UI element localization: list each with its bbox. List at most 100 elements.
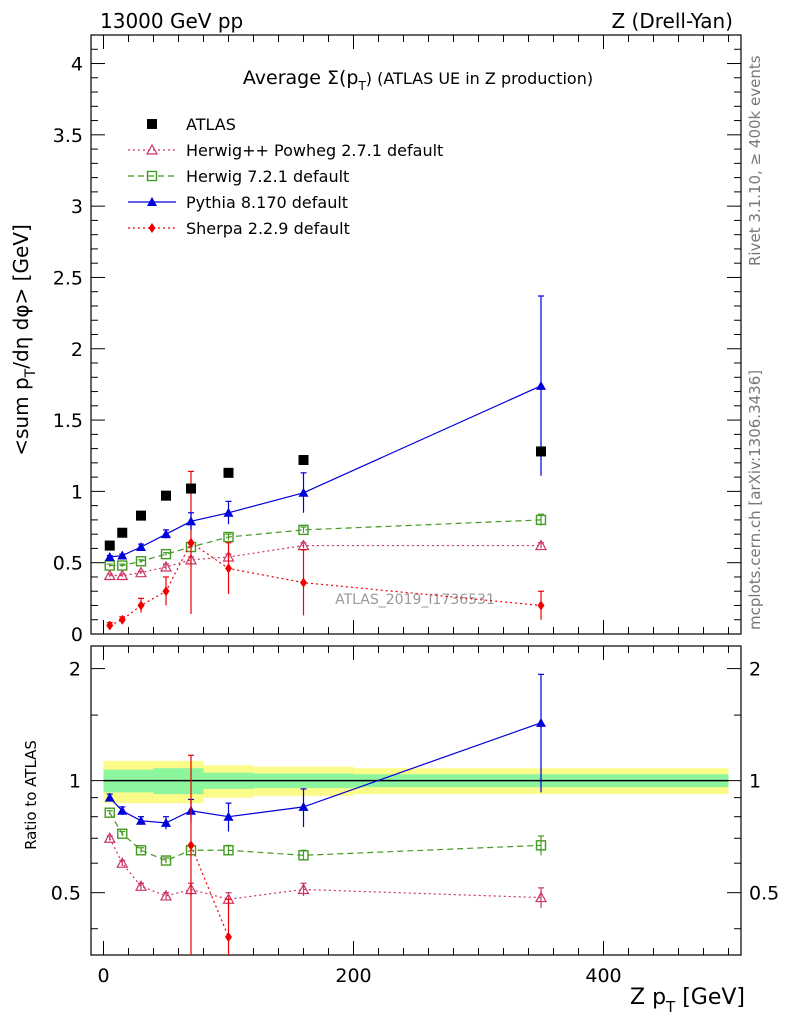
main-square-filled-point (536, 446, 546, 457)
main-square-open-point (223, 531, 234, 543)
main-square-open-point (135, 556, 147, 567)
ratio-triangle-filled-point (298, 801, 309, 811)
ratio-y-tick-label-right: 2 (749, 659, 761, 681)
legend-marker (147, 197, 157, 206)
rivet-label: Rivet 3.1.10, ≥ 400k events (746, 55, 764, 266)
main-square-filled-point (186, 483, 196, 494)
ratio-y-tick-label: 2 (69, 659, 81, 681)
process-label: Z (Drell-Yan) (611, 9, 733, 33)
ratio-square-open-point (535, 840, 547, 851)
ratio-triangle-open-line (109, 838, 542, 900)
y-tick-label: 0.5 (53, 553, 83, 575)
x-tick-label: 200 (335, 965, 371, 987)
ratio-square-open-line (109, 812, 542, 862)
ratio-diamond-filled-line (190, 845, 230, 938)
main-square-filled-point (117, 527, 128, 538)
main-square-open-point (160, 548, 172, 560)
analysis-watermark: ATLAS_2019_I1736531 (335, 592, 495, 608)
main-triangle-filled-point (298, 487, 309, 497)
main-triangle-filled-line (109, 385, 542, 558)
main-triangle-filled-point (136, 542, 146, 552)
main-square-open-point (104, 560, 115, 571)
main-square-filled-point (223, 467, 234, 478)
ratio-y-tick-label-right: 0.5 (749, 883, 779, 905)
main-triangle-open-point (534, 539, 548, 551)
main-diamond-filled-point (187, 537, 195, 548)
legend-marker (145, 143, 159, 155)
ratio-triangle-filled-point (117, 805, 128, 815)
main-square-filled-point (298, 455, 309, 466)
main-triangle-filled-point (186, 516, 196, 526)
ratio-triangle-filled-point (223, 811, 234, 821)
ratio-square-open-point (135, 845, 147, 856)
ratio-y-tick-label: 0.5 (51, 883, 81, 905)
legend-marker (146, 170, 158, 182)
y-tick-label: 0 (71, 624, 83, 646)
main-square-open-point (298, 524, 309, 536)
main-diamond-filled-point (225, 563, 232, 574)
main-diamond-filled-point (137, 600, 145, 611)
main-diamond-filled-point (162, 586, 170, 597)
legend: ATLAS Herwig++ Powheg 2.7.1 default Herwig… (128, 115, 443, 238)
main-square-open-line (109, 519, 542, 567)
main-diamond-filled-point (300, 577, 307, 588)
ratio-square-open-point (298, 850, 309, 861)
mcplots-label: mcplots.cern.ch [arXiv:1306.3436] (746, 370, 764, 630)
ratio-diamond-filled-point (187, 840, 195, 851)
ratio-frame (90, 645, 742, 956)
main-triangle-filled-point (161, 529, 171, 539)
legend-label: Herwig++ Powheg 2.7.1 default (186, 141, 443, 160)
main-diamond-filled-point (537, 600, 545, 611)
y-tick-label: 2 (71, 339, 83, 361)
main-diamond-filled-point (118, 614, 126, 625)
ratio-triangle-open-point (534, 891, 548, 903)
legend-marker (148, 223, 156, 233)
legend-label: Pythia 8.170 default (186, 193, 348, 212)
x-tick-label: 0 (97, 965, 109, 987)
main-diamond-filled-point (106, 620, 114, 631)
ratio-square-open-point (160, 855, 172, 866)
ratio-triangle-open-point (134, 880, 148, 891)
ratio-triangle-filled-point (104, 792, 115, 802)
y-tick-label: 2.5 (53, 267, 83, 289)
main-square-open-point (117, 560, 128, 571)
ratio-square-open-point (117, 828, 128, 839)
ratio-triangle-filled-point (536, 717, 546, 727)
legend-label: Herwig 7.2.1 default (186, 167, 349, 186)
ratio-triangle-filled-point (136, 815, 146, 825)
legend-label: Sherpa 2.2.9 default (186, 219, 350, 238)
main-triangle-filled-point (117, 550, 128, 560)
ratio-y-axis-label: Ratio to ATLAS (22, 740, 40, 850)
energy-label: 13000 GeV pp (100, 9, 243, 33)
ratio-square-open-point (104, 807, 115, 818)
y-tick-label: 4 (71, 54, 83, 76)
ratio-triangle-open-point (103, 832, 116, 843)
main-triangle-filled-point (223, 507, 234, 517)
main-square-open-point (535, 514, 547, 526)
ratio-y-tick-label-right: 1 (749, 771, 761, 793)
main-square-filled-point (104, 540, 115, 551)
ratio-triangle-open-point (297, 883, 310, 895)
y-tick-label: 3.5 (53, 125, 83, 147)
main-y-axis-label: <sum pT/dη dφ> [GeV] (9, 224, 39, 456)
ratio-triangle-open-point (116, 856, 129, 868)
x-tick-label: 400 (585, 965, 621, 987)
main-triangle-open-point (159, 560, 173, 572)
main-square-filled-point (136, 510, 146, 521)
legend-label: ATLAS (186, 115, 236, 134)
main-triangle-filled-point (104, 551, 115, 561)
main-triangle-open-line (109, 544, 541, 577)
ratio-triangle-open-point (159, 889, 173, 901)
main-panel: 0 0.5 1 1.5 2 2.5 3 3.5 4 (53, 34, 742, 646)
ratio-panel: 0.5 0.5 1 1 2 2 0 200 400 (51, 645, 779, 987)
main-diamond-filled-line (109, 541, 542, 626)
plot-title: Average Σ(pT) (ATLAS UE in Z production) (243, 67, 593, 93)
ratio-diamond-filled-point (225, 932, 232, 943)
y-tick-label: 3 (71, 196, 83, 218)
y-tick-label: 1.5 (53, 410, 83, 432)
main-triangle-open-point (134, 566, 148, 578)
ratio-y-tick-label: 1 (69, 771, 81, 793)
legend-marker (147, 119, 157, 129)
main-triangle-open-point (116, 569, 129, 581)
